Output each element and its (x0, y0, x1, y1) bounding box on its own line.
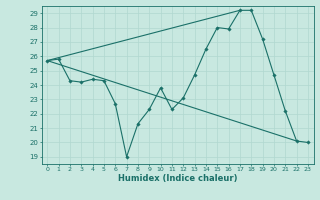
X-axis label: Humidex (Indice chaleur): Humidex (Indice chaleur) (118, 174, 237, 183)
